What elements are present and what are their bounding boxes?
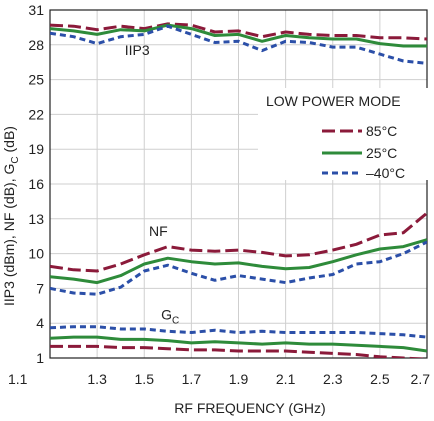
y-tick-label-8: 25 (28, 72, 44, 88)
y-axis-label-subscript: C (10, 156, 21, 163)
series-line-gc-85c (50, 344, 427, 358)
legend-entry-minus40c: –40°C (366, 165, 405, 181)
y-tick-label-10: 31 (28, 2, 44, 18)
x-tick-label-2: 1.5 (135, 371, 155, 387)
y-tick-label-9: 28 (28, 37, 44, 53)
x-tick-label-1: 1.3 (87, 371, 107, 387)
series-line-gc-minus40c (50, 325, 427, 339)
annotation-0: IIP3 (125, 42, 150, 58)
plot-border (49, 9, 428, 359)
legend-background (258, 88, 428, 180)
annotation-1: NF (149, 223, 168, 239)
x-axis-label: RF FREQUENCY (GHz) (174, 400, 325, 416)
x-tick-label-8: 2.7 (411, 371, 431, 387)
y-tick-label-2: 7 (36, 280, 44, 296)
series-line-nf-minus40c (50, 240, 427, 296)
legend-title: LOW POWER MODE (266, 93, 401, 109)
series-line-gc-25c (50, 335, 427, 353)
legend-entry-85c: 85°C (366, 123, 397, 139)
series-layer (50, 22, 427, 358)
y-axis-label-tail: (dB) (1, 126, 17, 156)
x-tick-labels: 1.1 1.3 1.5 1.7 1.9 2.1 2.3 2.5 2.7 (8, 371, 430, 387)
y-tick-label-7: 22 (28, 106, 44, 122)
annotation-2: GC (161, 307, 179, 327)
x-tick-label-7: 2.5 (370, 371, 390, 387)
y-tick-label-5: 16 (28, 176, 44, 192)
y-axis-label-main: IIP3 (dBm), NF (dB), G (1, 164, 17, 306)
series-line-nf-85c (50, 211, 427, 273)
y-tick-label-6: 19 (28, 141, 44, 157)
x-tick-label-3: 1.7 (182, 371, 202, 387)
series-line-iip3-minus40c (50, 24, 427, 65)
annotations: IIP3 NF GC (125, 42, 180, 326)
series-line-iip3-85c (50, 22, 427, 41)
x-tick-label-6: 2.3 (323, 371, 343, 387)
y-axis-label: IIP3 (dBm), NF (dB), GC (dB) (1, 126, 21, 306)
y-tick-label-4: 13 (28, 211, 44, 227)
x-tick-label-0: 1.1 (8, 371, 28, 387)
series-line-iip3-25c (50, 23, 427, 48)
y-tick-label-0: 1 (36, 350, 44, 366)
y-tick-label-3: 10 (28, 246, 44, 262)
x-tick-label-4: 1.9 (229, 371, 249, 387)
y-tick-labels: 1 4 7 10 13 16 19 22 25 28 31 (28, 2, 44, 366)
y-tick-label-1: 4 (36, 315, 44, 331)
legend: LOW POWER MODE 85°C 25°C –40°C (258, 88, 428, 181)
legend-entry-25c: 25°C (366, 145, 397, 161)
x-tick-label-5: 2.1 (276, 371, 296, 387)
series-line-nf-25c (50, 238, 427, 285)
